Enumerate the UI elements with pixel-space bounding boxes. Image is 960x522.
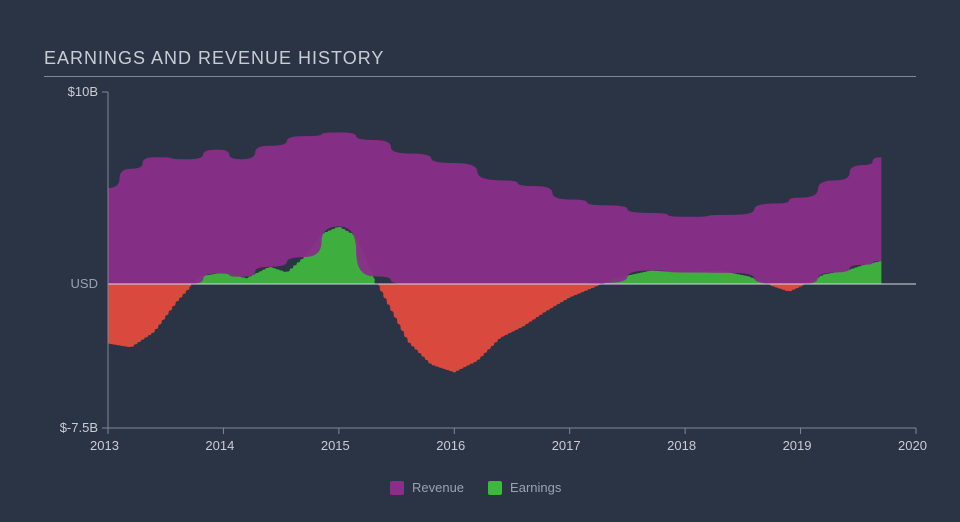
chart-root: EARNINGS AND REVENUE HISTORY201320142015…: [0, 0, 960, 522]
earnings-area-negative: [769, 284, 804, 291]
legend-swatch: [390, 481, 404, 495]
earnings-area-negative: [108, 284, 191, 347]
revenue-area: [108, 132, 881, 284]
plot-area: [0, 0, 960, 522]
legend-item: Earnings: [488, 480, 561, 495]
legend-label: Revenue: [412, 480, 464, 495]
y-tick-label: $10B: [68, 84, 98, 99]
x-tick-label: 2016: [436, 438, 465, 453]
x-tick-label: 2015: [321, 438, 350, 453]
x-tick-label: 2013: [90, 438, 119, 453]
x-tick-label: 2018: [667, 438, 696, 453]
x-tick-label: 2014: [205, 438, 234, 453]
y-tick-label: $-7.5B: [60, 420, 98, 435]
legend-swatch: [488, 481, 502, 495]
legend-label: Earnings: [510, 480, 561, 495]
x-tick-label: 2017: [552, 438, 581, 453]
x-tick-label: 2019: [783, 438, 812, 453]
y-axis-title: USD: [71, 276, 98, 291]
legend: Revenue Earnings: [390, 480, 561, 495]
earnings-area-negative: [378, 284, 600, 372]
legend-item: Revenue: [390, 480, 464, 495]
x-tick-label: 2020: [898, 438, 927, 453]
